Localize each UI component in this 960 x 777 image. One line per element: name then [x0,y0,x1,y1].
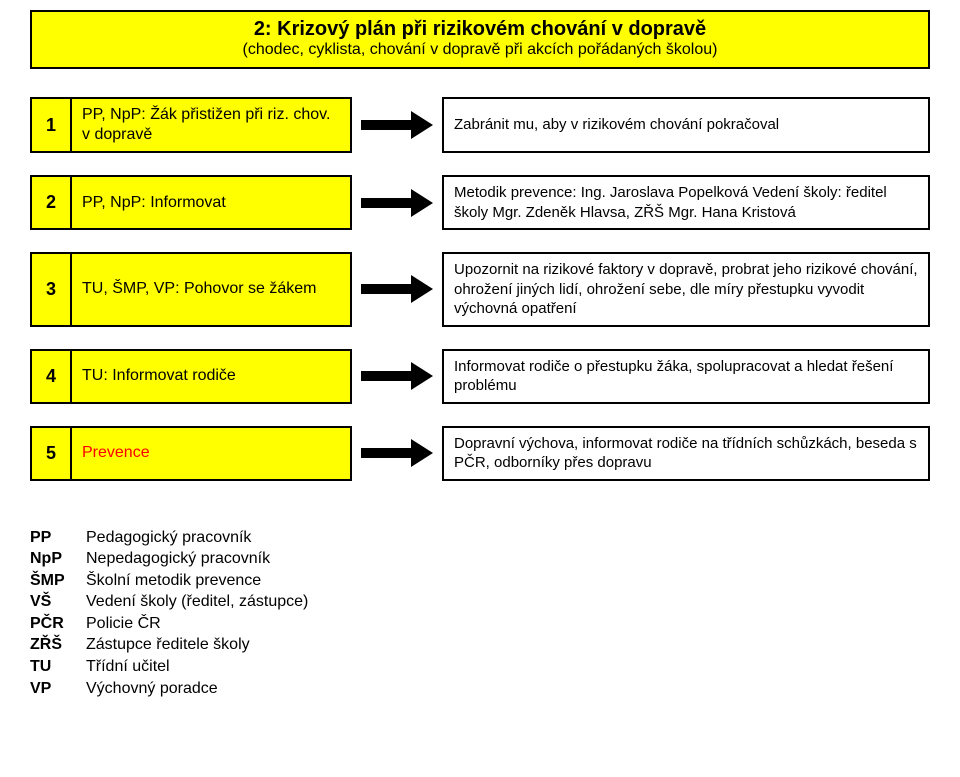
step-right-box: Metodik prevence: Ing. Jaroslava Popelko… [442,175,930,230]
legend-desc: Nepedagogický pracovník [86,548,270,570]
legend-desc: Třídní učitel [86,656,170,678]
arrow-right-icon [361,439,433,467]
legend-row: PČR Policie ČR [30,613,930,635]
flow-row: 2 PP, NpP: Informovat Metodik prevence: … [30,175,930,230]
legend-abbr: TU [30,656,86,678]
step-number: 2 [30,175,72,230]
legend: PP Pedagogický pracovník NpP Nepedagogic… [30,527,930,700]
legend-desc: Výchovný poradce [86,678,218,700]
flow-row: 3 TU, ŠMP, VP: Pohovor se žákem Upozorni… [30,252,930,327]
flow-row: 5 Prevence Dopravní výchova, informovat … [30,426,930,481]
arrow-cell [352,252,442,327]
legend-row: VŠ Vedení školy (ředitel, zástupce) [30,591,930,613]
arrow-right-icon [361,275,433,303]
step-left-label: PP, NpP: Žák přistižen při riz. chov. v … [72,97,352,153]
legend-desc: Školní metodik prevence [86,570,261,592]
legend-row: ZŘŠ Zástupce ředitele školy [30,634,930,656]
step-left-label: TU: Informovat rodiče [72,349,352,404]
legend-abbr: VP [30,678,86,700]
legend-desc: Policie ČR [86,613,161,635]
step-number: 5 [30,426,72,481]
legend-row: VP Výchovný poradce [30,678,930,700]
header-subtitle: (chodec, cyklista, chování v dopravě při… [42,41,918,59]
step-left-label: Prevence [72,426,352,481]
step-right-box: Zabránit mu, aby v rizikovém chování pok… [442,97,930,153]
arrow-cell [352,175,442,230]
arrow-right-icon [361,111,433,139]
step-right-box: Informovat rodiče o přestupku žáka, spol… [442,349,930,404]
header-box: 2: Krizový plán při rizikovém chování v … [30,10,930,69]
step-left-label: TU, ŠMP, VP: Pohovor se žákem [72,252,352,327]
step-number: 4 [30,349,72,404]
legend-abbr: NpP [30,548,86,570]
legend-desc: Zástupce ředitele školy [86,634,250,656]
flow-row: 1 PP, NpP: Žák přistižen při riz. chov. … [30,97,930,153]
arrow-cell [352,349,442,404]
legend-abbr: PČR [30,613,86,635]
arrow-cell [352,97,442,153]
legend-row: TU Třídní učitel [30,656,930,678]
step-left-label: PP, NpP: Informovat [72,175,352,230]
legend-desc: Vedení školy (ředitel, zástupce) [86,591,308,613]
flow-row: 4 TU: Informovat rodiče Informovat rodič… [30,349,930,404]
legend-abbr: VŠ [30,591,86,613]
legend-abbr: ZŘŠ [30,634,86,656]
step-right-box: Dopravní výchova, informovat rodiče na t… [442,426,930,481]
flow-rows: 1 PP, NpP: Žák přistižen při riz. chov. … [30,97,930,481]
step-number: 1 [30,97,72,153]
step-right-box: Upozornit na rizikové faktory v dopravě,… [442,252,930,327]
step-number: 3 [30,252,72,327]
legend-desc: Pedagogický pracovník [86,527,251,549]
arrow-cell [352,426,442,481]
arrow-right-icon [361,362,433,390]
legend-row: ŠMP Školní metodik prevence [30,570,930,592]
legend-row: NpP Nepedagogický pracovník [30,548,930,570]
legend-abbr: ŠMP [30,570,86,592]
legend-abbr: PP [30,527,86,549]
arrow-right-icon [361,189,433,217]
legend-row: PP Pedagogický pracovník [30,527,930,549]
header-title: 2: Krizový plán při rizikovém chování v … [42,18,918,41]
